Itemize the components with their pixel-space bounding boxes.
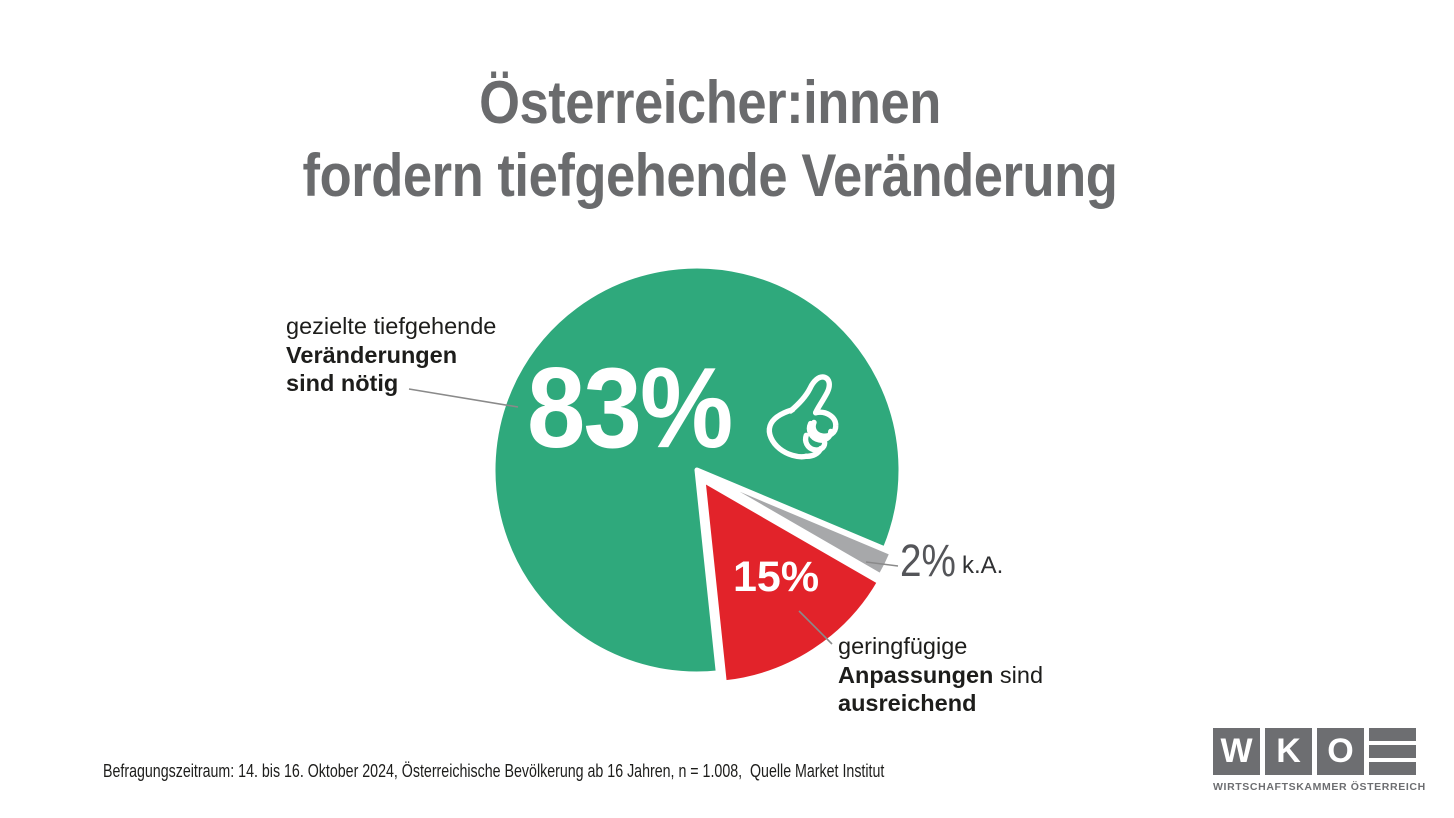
page-title-line2: fordern tiefgehende Veränderung	[302, 142, 1118, 209]
callout-green-line3: sind nötig	[286, 370, 399, 396]
pie-slice-majority	[490, 263, 904, 677]
austria-flag-icon	[1369, 728, 1416, 775]
page-title: Österreicher:innen fordern tiefgehende V…	[89, 66, 1332, 212]
value-label-ka: 2%	[900, 535, 956, 586]
callout-green: gezielte tiefgehende Veränderungen sind …	[286, 312, 496, 398]
pie-slice-minor	[700, 477, 883, 686]
wko-logo-caption: WIRTSCHAFTSKAMMER ÖSTERREICH	[1213, 781, 1426, 793]
thumbs-up-icon	[766, 374, 839, 460]
wko-logo-letter-k: K	[1265, 728, 1312, 775]
value-label-minor: 15%	[733, 553, 820, 601]
callout-red-line2: Anpassungen sind	[838, 661, 1043, 690]
wko-logo-letter-o: O	[1317, 728, 1364, 775]
ka-label: k.A.	[962, 552, 1004, 579]
leader-line-green	[408, 388, 519, 408]
callout-red: geringfügige Anpassungen sind ausreichen…	[838, 632, 1043, 718]
callout-red-line2-rest: sind	[993, 661, 1044, 688]
callout-red-line3: ausreichend	[838, 690, 977, 716]
callout-green-line2: Veränderungen	[286, 341, 458, 368]
source-note: Befragungszeitraum: 14. bis 16. Oktober …	[103, 761, 885, 781]
pie-slices	[490, 263, 904, 686]
callout-red-line2-bold: Anpassungen	[838, 661, 994, 688]
callout-green-line1: gezielte tiefgehende	[286, 313, 497, 339]
leader-lines	[408, 388, 899, 645]
callout-red-line1: geringfügige	[838, 633, 968, 659]
page-title-line1: Österreicher:innen	[479, 69, 941, 136]
wko-logo: W K O WIRTSCHAFTSKAMMER ÖSTERREICH	[1213, 728, 1426, 793]
leader-line-red	[798, 610, 833, 645]
value-label-majority: 83%	[527, 345, 733, 472]
leader-line-gray	[865, 561, 899, 567]
wko-logo-letter-w: W	[1213, 728, 1260, 775]
wko-logo-blocks: W K O	[1213, 728, 1416, 775]
